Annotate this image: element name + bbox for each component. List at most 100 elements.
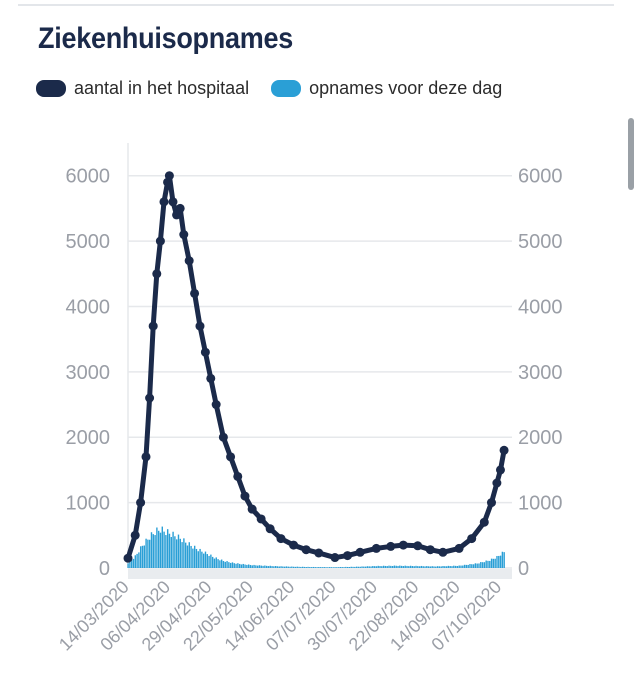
point-hospital — [123, 553, 133, 563]
bar-admissions — [298, 566, 300, 568]
bar-admissions — [402, 566, 405, 568]
bar-admissions — [174, 536, 176, 568]
bar-admissions — [159, 532, 162, 568]
bar-admissions — [143, 545, 145, 568]
bar-admissions — [384, 565, 387, 568]
bar-admissions — [424, 566, 426, 568]
bar-admissions — [426, 566, 428, 568]
bar-admissions — [127, 563, 129, 568]
bar-admissions — [262, 565, 264, 568]
bar-admissions — [499, 555, 502, 568]
bar-admissions — [458, 565, 460, 568]
bar-admissions — [139, 546, 142, 568]
bar-admissions — [451, 566, 453, 568]
bar-admissions — [260, 565, 262, 568]
bar-admissions — [271, 566, 273, 568]
bar-admissions — [237, 563, 239, 568]
bar-admissions — [420, 565, 423, 568]
bar-admissions — [242, 563, 244, 568]
bar-admissions — [318, 567, 320, 568]
bar-admissions — [215, 557, 217, 568]
legend-item-hospital[interactable]: aantal in het hospitaal — [36, 78, 249, 99]
point-hospital — [479, 517, 489, 527]
bar-admissions — [228, 562, 230, 568]
bar-admissions — [235, 563, 237, 568]
bar-admissions — [292, 566, 295, 568]
bar-admissions — [332, 567, 334, 568]
bar-admissions — [399, 565, 401, 568]
bar-admissions — [231, 562, 234, 568]
point-hospital — [159, 197, 169, 207]
point-hospital — [343, 551, 353, 561]
bar-admissions — [364, 566, 367, 568]
bar-admissions — [280, 566, 282, 568]
bar-admissions — [388, 565, 390, 568]
scrollbar[interactable] — [628, 118, 634, 190]
point-hospital — [301, 545, 311, 555]
point-hospital — [152, 269, 162, 279]
bar-admissions — [327, 567, 329, 568]
bar-admissions — [249, 564, 252, 568]
bar-admissions — [352, 566, 354, 568]
bar-admissions — [449, 566, 451, 568]
point-hospital — [148, 321, 158, 331]
bar-admissions — [346, 566, 349, 568]
y-tick-left: 6000 — [66, 166, 111, 188]
bar-admissions — [474, 563, 477, 568]
point-hospital — [247, 504, 257, 514]
bar-admissions — [219, 560, 221, 568]
bar-admissions — [481, 562, 484, 568]
bar-admissions — [361, 566, 363, 568]
bar-admissions — [229, 562, 232, 568]
point-hospital — [164, 171, 174, 181]
bar-admissions — [323, 567, 325, 568]
x-axis-band — [128, 569, 512, 579]
y-tick-right: 5000 — [518, 231, 563, 253]
bar-admissions — [154, 535, 156, 568]
bar-admissions — [341, 567, 343, 568]
bar-admissions — [273, 566, 275, 568]
bar-admissions — [386, 566, 388, 568]
bar-admissions — [130, 559, 133, 568]
bar-admissions — [433, 566, 435, 568]
bar-admissions — [188, 542, 190, 568]
bar-admissions — [483, 562, 486, 568]
bar-admissions — [129, 560, 131, 568]
bar-admissions — [247, 564, 250, 568]
bar-admissions — [303, 566, 306, 568]
bar-admissions — [442, 566, 444, 568]
bar-admissions — [490, 558, 493, 568]
bar-admissions — [312, 566, 315, 568]
bar-admissions — [197, 551, 199, 568]
bar-admissions — [480, 562, 482, 568]
bar-admissions — [415, 565, 417, 568]
legend-item-admissions[interactable]: opnames voor deze dag — [271, 78, 502, 99]
bar-admissions — [397, 565, 399, 568]
y-tick-left: 5000 — [66, 231, 111, 253]
bar-admissions — [492, 558, 495, 568]
bar-admissions — [498, 555, 500, 568]
bar-admissions — [418, 566, 421, 568]
bar-admissions — [489, 560, 491, 568]
bar-admissions — [300, 566, 302, 568]
bar-admissions — [337, 567, 340, 568]
chart-title: Ziekenhuisopnames — [38, 22, 293, 55]
point-hospital — [240, 491, 250, 501]
y-tick-right: 3000 — [518, 362, 563, 384]
bar-admissions — [211, 556, 214, 568]
point-hospital — [195, 321, 205, 331]
bar-admissions — [238, 563, 241, 568]
bar-admissions — [375, 566, 378, 568]
bar-admissions — [206, 554, 208, 568]
bar-admissions — [138, 552, 140, 568]
point-hospital — [218, 432, 228, 442]
bar-admissions — [440, 566, 442, 568]
legend-label-admissions: opnames voor deze dag — [309, 78, 503, 98]
bar-admissions — [413, 566, 415, 568]
bar-admissions — [316, 567, 318, 568]
bar-admissions — [141, 545, 144, 568]
bar-admissions — [208, 555, 210, 568]
bar-admissions — [192, 548, 194, 568]
bar-admissions — [217, 559, 219, 568]
bar-admissions — [319, 567, 322, 568]
